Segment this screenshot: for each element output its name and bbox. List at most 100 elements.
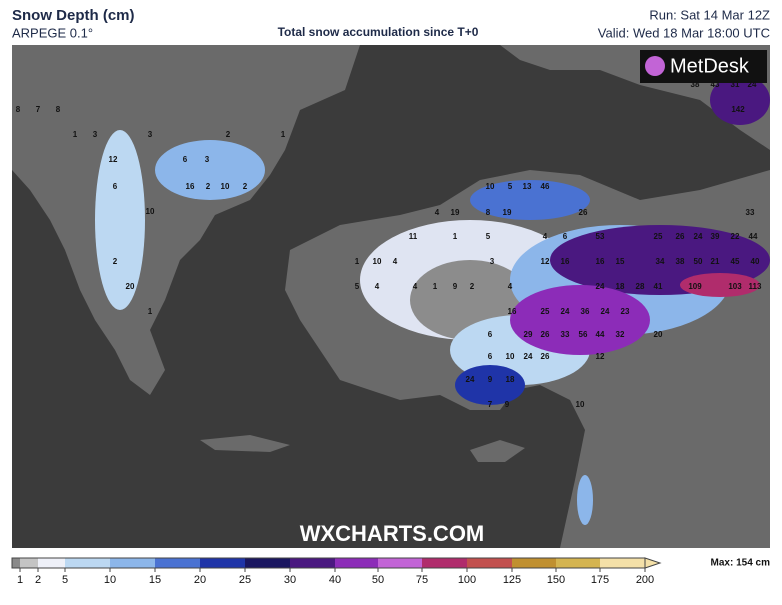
- subtitle: Total snow accumulation since T+0: [278, 25, 479, 39]
- map-label: 12: [541, 257, 550, 266]
- map-label: 3: [148, 130, 153, 139]
- map-label: 4: [435, 208, 440, 217]
- legend-tick-label: 5: [62, 574, 68, 586]
- map-label: 10: [373, 257, 382, 266]
- map-label: 24: [748, 80, 757, 89]
- legend-swatch: [422, 558, 467, 568]
- map-label: 4: [543, 232, 548, 241]
- map-label: 31: [731, 80, 740, 89]
- snow-area: [577, 475, 593, 525]
- legend-border: [11, 557, 646, 569]
- logo: MetDesk: [670, 55, 750, 77]
- map-label: 2: [206, 182, 211, 191]
- snow-area: [95, 130, 145, 310]
- map-label: 45: [731, 257, 740, 266]
- legend-tick-label: 15: [149, 574, 161, 586]
- map-label: 44: [749, 232, 758, 241]
- map-label: 25: [654, 232, 663, 241]
- legend-tick-label: 50: [372, 574, 384, 586]
- map-label: 26: [676, 232, 685, 241]
- map-label: 19: [503, 208, 512, 217]
- map-label: 10: [506, 352, 515, 361]
- map-label: 23: [621, 307, 630, 316]
- map-label: 6: [183, 155, 188, 164]
- map-label: 24: [466, 375, 475, 384]
- snow-area: [510, 285, 650, 355]
- snow-area: [680, 273, 760, 297]
- map-label: 38: [676, 257, 685, 266]
- map-label: 10: [486, 182, 495, 191]
- map-label: 13: [523, 182, 532, 191]
- map-label: 2: [470, 282, 475, 291]
- logo-icon: [645, 56, 665, 76]
- legend-swatch: [245, 558, 290, 568]
- map-label: 4: [375, 282, 380, 291]
- map-label: 24: [524, 352, 533, 361]
- map-label: 3: [93, 130, 98, 139]
- legend-swatch: [110, 558, 155, 568]
- watermark: WXCHARTS.COM: [300, 521, 485, 546]
- map-label: 7: [488, 400, 493, 409]
- title: Snow Depth (cm): [12, 7, 135, 24]
- map-label: 25: [541, 307, 550, 316]
- map-label: 38: [691, 80, 700, 89]
- snow-area: [710, 75, 770, 125]
- run: Run: Sat 14 Mar 12Z: [649, 7, 770, 22]
- legend-swatch: [512, 558, 556, 568]
- map-label: 20: [126, 282, 135, 291]
- map-label: 9: [488, 375, 493, 384]
- map-label: 21: [711, 257, 720, 266]
- map-label: 53: [596, 232, 605, 241]
- map-label: 6: [488, 352, 493, 361]
- legend-swatch: [600, 558, 645, 568]
- map-label: 7: [36, 105, 41, 114]
- map-label: 24: [601, 307, 610, 316]
- map-label: 29: [524, 330, 533, 339]
- legend-swatch: [20, 558, 38, 568]
- map-label: 32: [616, 330, 625, 339]
- map-label: 109: [688, 282, 702, 291]
- map-label: 16: [561, 257, 570, 266]
- map-label: 1: [453, 232, 458, 241]
- map-label: 24: [596, 282, 605, 291]
- map-label: 1: [355, 257, 360, 266]
- model: ARPEGE 0.1°: [12, 25, 93, 40]
- legend-tick-label: 2: [35, 574, 41, 586]
- legend-tick-label: 25: [239, 574, 251, 586]
- legend-tick-label: 40: [329, 574, 341, 586]
- map-label: 10: [221, 182, 230, 191]
- legend-swatch: [556, 558, 600, 568]
- map-label: 28: [636, 282, 645, 291]
- map-label: 5: [508, 182, 513, 191]
- legend-tick-label: 125: [503, 574, 521, 586]
- map-label: 6: [488, 330, 493, 339]
- map-label: 5: [355, 282, 360, 291]
- land-crete: [200, 435, 290, 452]
- map-label: 9: [505, 400, 510, 409]
- legend: Max: 154 cm 1 2 5 10 15 20 25 30 40 50 75 100 125 150…: [11, 557, 771, 586]
- snow-area: [470, 180, 590, 220]
- map-label: 24: [561, 307, 570, 316]
- legend-tick-label: 200: [636, 574, 654, 586]
- map-label: 40: [751, 257, 760, 266]
- legend-tick-label: 10: [104, 574, 116, 586]
- map-label: 36: [581, 307, 590, 316]
- map-label: 50: [694, 257, 703, 266]
- map-label: 33: [561, 330, 570, 339]
- land-balkans: [12, 45, 360, 395]
- legend-swatch: [378, 558, 422, 568]
- map-label: 1: [281, 130, 286, 139]
- map-label: 142: [731, 105, 745, 114]
- max-label: Max: 154 cm: [711, 558, 771, 569]
- legend-swatch: [38, 558, 65, 568]
- map-label: 8: [56, 105, 61, 114]
- legend-swatch: [290, 558, 335, 568]
- legend-tick-label: 1: [17, 574, 23, 586]
- legend-swatch: [155, 558, 200, 568]
- map-label: 34: [656, 257, 665, 266]
- map-label: 8: [16, 105, 21, 114]
- map-label: 5: [486, 232, 491, 241]
- snow-area: [155, 140, 265, 200]
